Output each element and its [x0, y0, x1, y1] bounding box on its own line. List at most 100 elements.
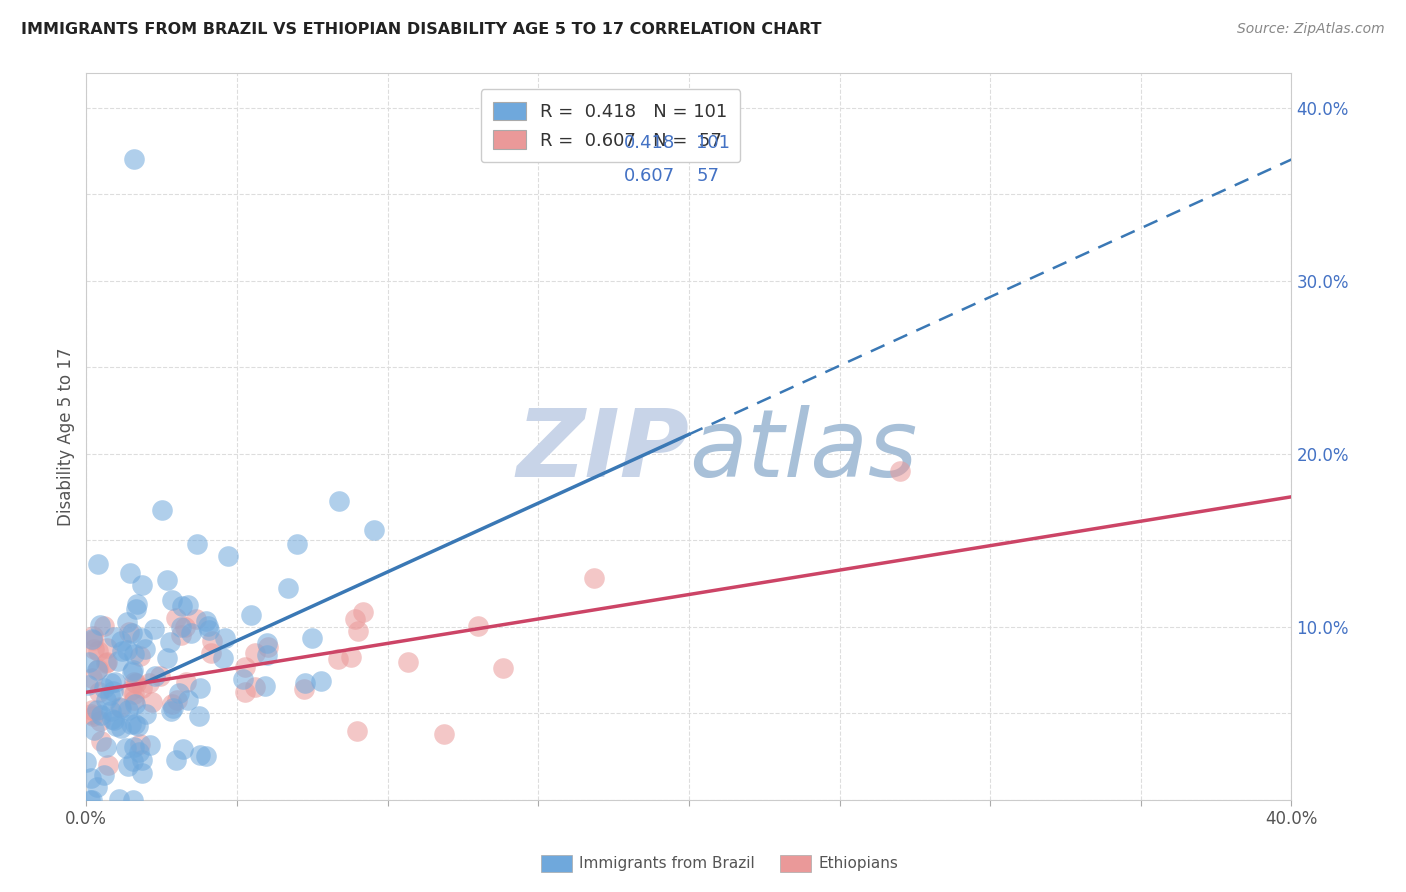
Point: [131, 578, 153, 592]
Point: [232, 673, 254, 687]
Point: [150, 503, 173, 517]
Point: [328, 493, 350, 508]
Point: [101, 712, 124, 726]
Point: [115, 740, 138, 755]
Point: [79, 655, 101, 669]
Point: [346, 723, 368, 738]
Point: [122, 754, 145, 768]
Point: [433, 727, 456, 741]
Point: [115, 643, 138, 657]
Point: [86, 780, 108, 795]
Point: [121, 665, 143, 679]
Point: [340, 650, 363, 665]
Point: [172, 742, 194, 756]
Point: [82, 703, 104, 717]
Point: [80, 671, 103, 685]
Text: 57: 57: [696, 167, 720, 186]
Point: [82, 632, 104, 647]
Point: [96, 693, 118, 707]
Point: [165, 610, 187, 624]
Point: [159, 635, 181, 649]
Point: [352, 605, 374, 619]
Point: [200, 646, 222, 660]
Point: [96, 641, 118, 656]
Point: [124, 674, 146, 689]
Point: [188, 747, 211, 762]
Point: [124, 717, 146, 731]
Point: [277, 581, 299, 595]
Point: [82, 628, 104, 642]
Point: [125, 676, 148, 690]
Point: [160, 697, 183, 711]
Point: [583, 571, 606, 585]
Point: [256, 648, 278, 662]
Point: [145, 668, 167, 682]
Point: [110, 634, 132, 648]
Point: [118, 624, 141, 639]
Point: [82, 633, 104, 648]
Point: [111, 644, 134, 658]
Point: [93, 619, 115, 633]
Point: [256, 636, 278, 650]
Point: [86, 703, 108, 717]
Point: [97, 758, 120, 772]
Point: [173, 620, 195, 634]
Point: [186, 536, 208, 550]
Point: [131, 681, 153, 695]
Point: [198, 624, 221, 638]
Point: [93, 768, 115, 782]
Point: [177, 693, 200, 707]
Point: [87, 685, 110, 699]
Point: [104, 674, 127, 689]
Point: [120, 683, 142, 698]
Point: [156, 573, 179, 587]
Point: [79, 707, 101, 722]
Y-axis label: Disability Age 5 to 17: Disability Age 5 to 17: [58, 347, 75, 525]
Point: [122, 688, 145, 702]
Point: [87, 662, 110, 676]
Point: [141, 695, 163, 709]
Text: 0.607: 0.607: [624, 167, 675, 186]
Legend: R =  0.418   N = 101, R =  0.607   N =  57: R = 0.418 N = 101, R = 0.607 N = 57: [481, 89, 741, 162]
Point: [309, 673, 332, 688]
Point: [138, 676, 160, 690]
Point: [160, 593, 183, 607]
Text: Immigrants from Brazil: Immigrants from Brazil: [579, 856, 755, 871]
Point: [83, 641, 105, 656]
Point: [256, 640, 278, 654]
Text: Source: ZipAtlas.com: Source: ZipAtlas.com: [1237, 22, 1385, 37]
Point: [253, 679, 276, 693]
Point: [90, 707, 112, 722]
Point: [121, 792, 143, 806]
Point: [104, 718, 127, 732]
Point: [301, 631, 323, 645]
Text: 101: 101: [696, 135, 731, 153]
Point: [292, 681, 315, 696]
Point: [125, 601, 148, 615]
Point: [120, 717, 142, 731]
Point: [103, 713, 125, 727]
Point: [170, 599, 193, 613]
Point: [195, 614, 218, 628]
Point: [107, 654, 129, 668]
Point: [195, 748, 218, 763]
Point: [87, 644, 110, 658]
Point: [180, 625, 202, 640]
Point: [131, 765, 153, 780]
Point: [285, 537, 308, 551]
Text: atlas: atlas: [689, 405, 917, 496]
Point: [363, 523, 385, 537]
Point: [103, 684, 125, 698]
Point: [135, 707, 157, 722]
Point: [245, 681, 267, 695]
Point: [170, 620, 193, 634]
Point: [121, 625, 143, 640]
Point: [94, 656, 117, 670]
Point: [87, 557, 110, 571]
Point: [131, 631, 153, 645]
Point: [108, 700, 131, 714]
Point: [328, 651, 350, 665]
Point: [467, 619, 489, 633]
Point: [162, 701, 184, 715]
Point: [96, 655, 118, 669]
